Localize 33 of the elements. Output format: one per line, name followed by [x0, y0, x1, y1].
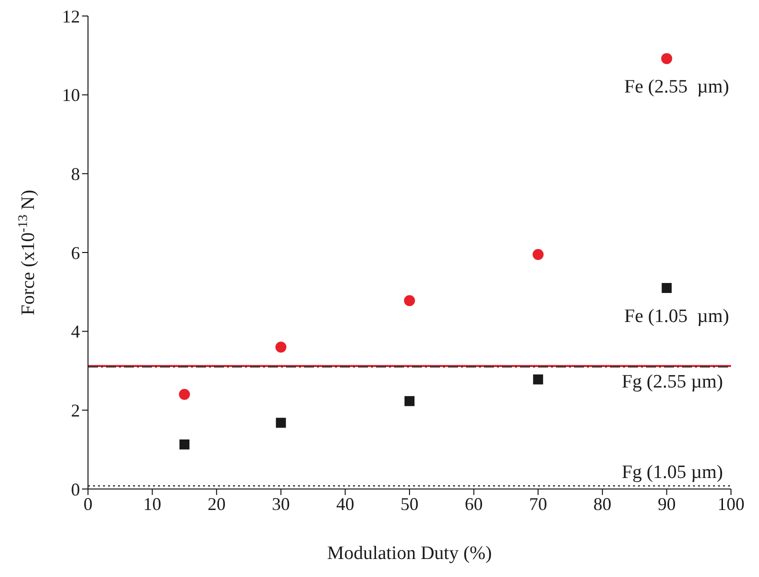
point — [532, 248, 544, 260]
x-tick-label: 70 — [529, 494, 548, 514]
point — [661, 53, 672, 64]
point — [179, 439, 190, 450]
x-tick-label: 90 — [658, 494, 676, 514]
y-tick-label: 6 — [71, 242, 80, 263]
y-tick-label: 12 — [62, 6, 80, 26]
point — [178, 388, 190, 400]
x-tick-label: 20 — [208, 494, 226, 514]
series-label: Fe (2.55 µm) — [624, 76, 730, 98]
x-tick-label: 40 — [336, 494, 354, 514]
ref-line-label: Fg (2.55 µm) — [622, 372, 723, 393]
point — [275, 342, 286, 353]
x-tick-label: 10 — [143, 494, 162, 514]
point — [533, 374, 544, 384]
y-tick-label: 8 — [71, 164, 80, 184]
x-tick-label: 80 — [593, 494, 612, 514]
y-tick-label: 0 — [71, 479, 80, 500]
point — [276, 418, 286, 428]
series-label: Fe (1.05 µm) — [624, 306, 730, 327]
x-tick-label: 100 — [718, 494, 744, 514]
x-tick-label: 60 — [464, 494, 483, 514]
y-tick-label: 2 — [71, 400, 80, 421]
ref-line-label: Fg (1.05 µm) — [622, 462, 723, 483]
x-tick-label: 30 — [272, 494, 290, 514]
y-tick-label: 4 — [71, 322, 80, 342]
x-axis-title: Modulation Duty (%) — [327, 543, 492, 564]
point — [404, 396, 414, 406]
point — [404, 295, 415, 306]
point — [662, 282, 672, 293]
x-tick-label: 50 — [400, 494, 418, 514]
x-tick-label: 0 — [84, 494, 92, 514]
y-tick-label: 10 — [62, 85, 80, 106]
